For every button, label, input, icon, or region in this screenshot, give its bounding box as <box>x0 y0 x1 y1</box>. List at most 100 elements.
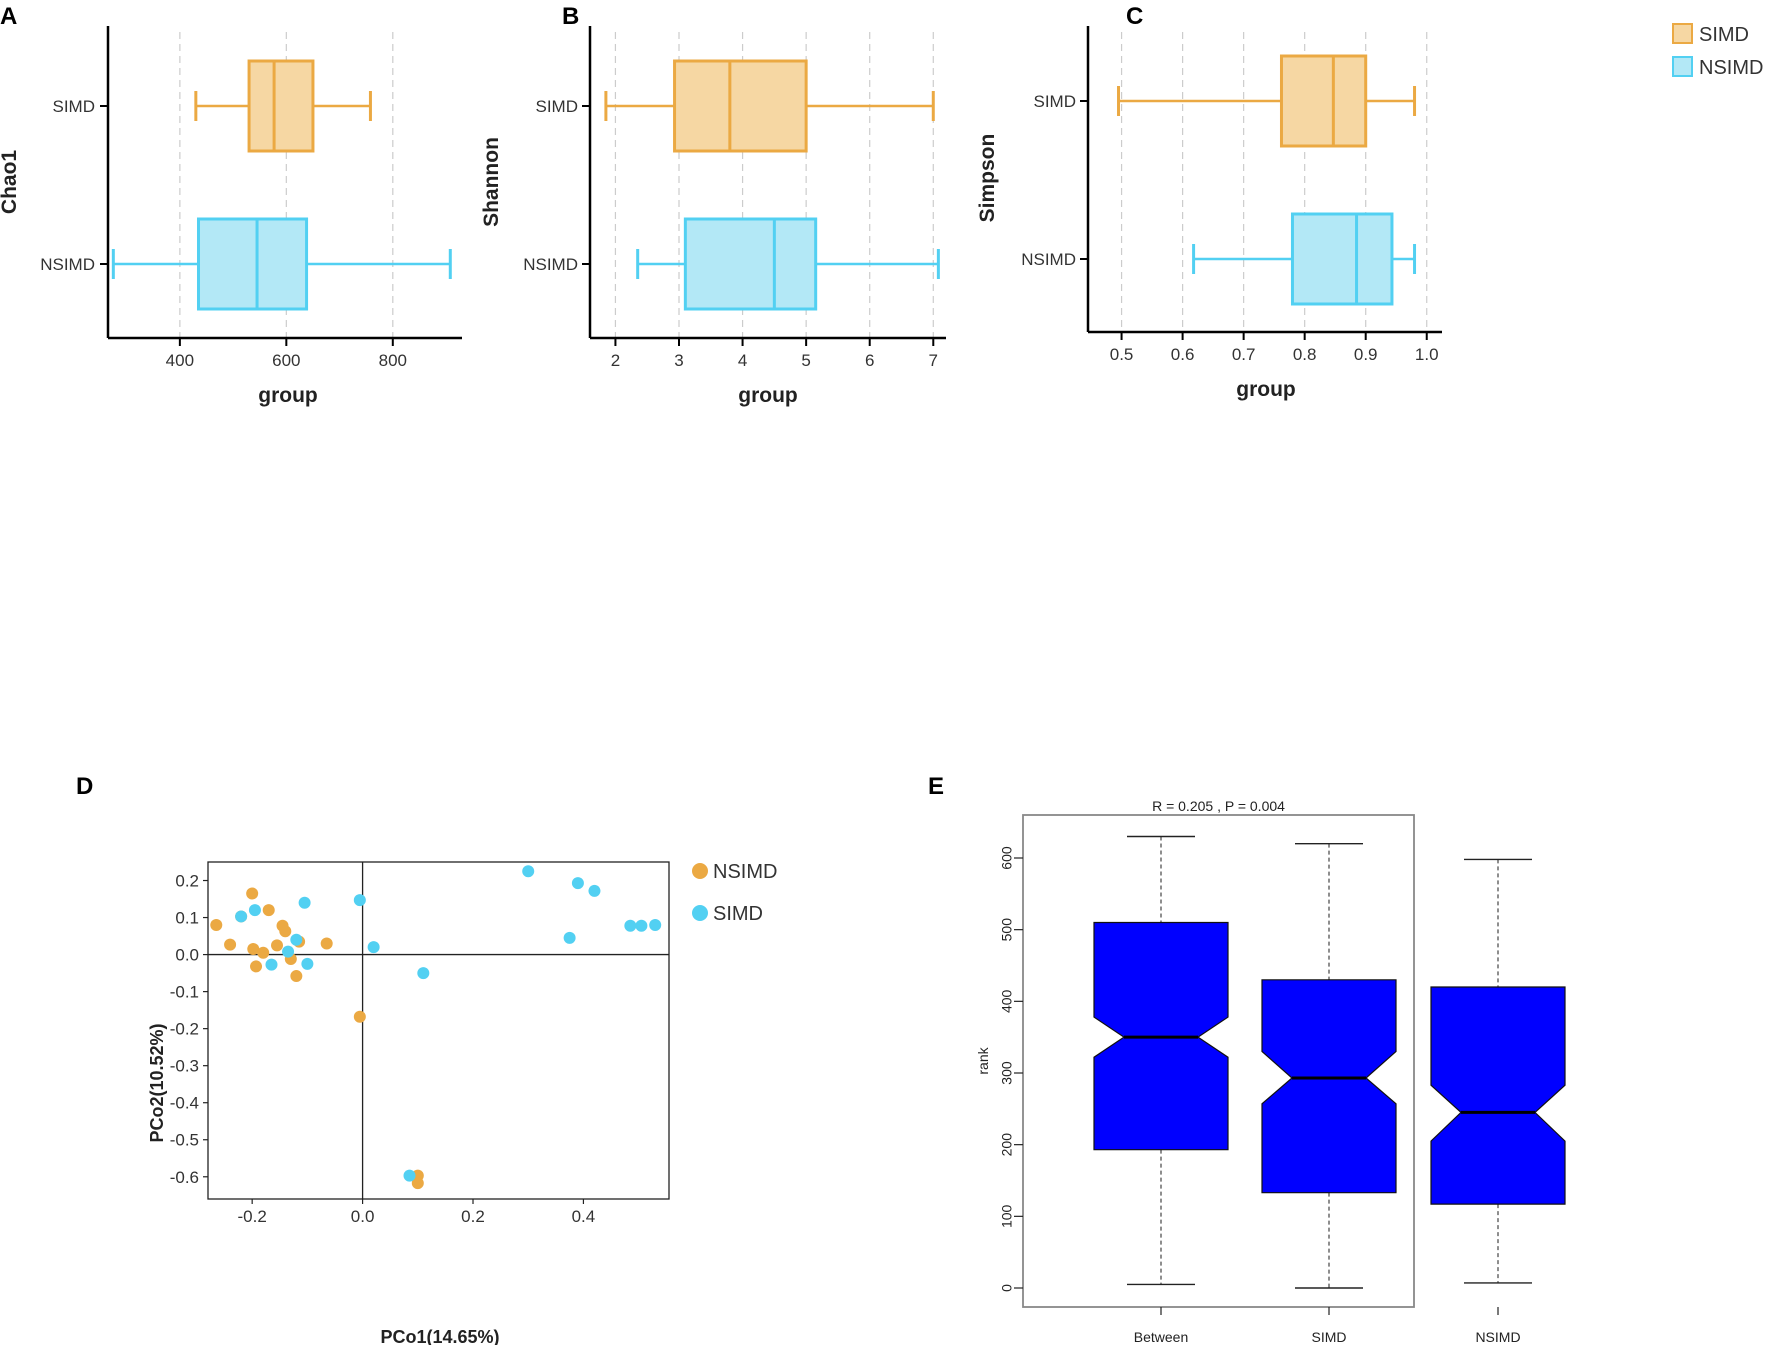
data-point-simd <box>282 945 295 958</box>
data-point-simd <box>417 967 430 980</box>
y-tick-label: -0.5 <box>170 1131 199 1150</box>
data-point-simd <box>301 957 314 970</box>
data-point-simd <box>522 865 535 878</box>
y-tick-label: NSIMD <box>523 255 578 274</box>
x-tick-label: 4 <box>738 351 747 370</box>
plot-frame <box>1022 814 1415 1308</box>
box-iqr <box>196 217 309 311</box>
data-point-simd <box>248 904 261 917</box>
data-point-simd <box>588 884 601 897</box>
plot-frame <box>207 861 670 1200</box>
data-point-nsimd <box>411 1177 424 1190</box>
data-point-nsimd <box>320 937 333 950</box>
notched-box <box>1261 979 1397 1194</box>
chao1-boxplot: 400 600 800 SIMD NSIMD group Chao1 <box>0 26 462 407</box>
x-tick-label: 6 <box>865 351 874 370</box>
box-iqr <box>673 59 808 153</box>
x-tick-label: 800 <box>379 351 407 370</box>
y-tick-label: 500 <box>999 918 1015 942</box>
y-tick-label: 300 <box>999 1061 1015 1085</box>
y-axis-title: Chao1 <box>0 150 21 215</box>
y-tick-label: 0.2 <box>175 872 199 891</box>
simpson-boxplot: 0.5 0.6 0.7 0.8 0.9 1.0 SIMD NSIMD group Simpson <box>976 26 1442 401</box>
x-tick-label: 7 <box>929 351 938 370</box>
data-point-simd <box>265 958 278 971</box>
data-point-nsimd <box>257 946 270 959</box>
x-tick-label: -0.2 <box>238 1207 267 1226</box>
data-point-nsimd <box>224 938 237 951</box>
panel-letter-b: B <box>562 3 579 30</box>
panel-letter-d: D <box>76 773 93 800</box>
anosim-boxplot: R = 0.205 , P = 0.004 0 100 200 300 400 500 600… <box>975 798 1566 1345</box>
x-tick-label: 0.6 <box>1171 345 1195 364</box>
data-point-nsimd <box>262 904 275 917</box>
x-tick-label: 0.4 <box>572 1207 596 1226</box>
panel-letter-c: C <box>1126 3 1143 30</box>
data-point-simd <box>635 919 648 932</box>
legend-label-simd: SIMD <box>713 903 763 925</box>
x-tick-label: 0.8 <box>1293 345 1317 364</box>
y-tick-label: 100 <box>999 1204 1015 1228</box>
legend-swatch-nsimd <box>1672 56 1693 77</box>
data-point-nsimd <box>246 887 259 900</box>
y-tick-label: SIMD <box>53 97 96 116</box>
y-tick-label: 600 <box>999 846 1015 870</box>
y-tick-label: 0.1 <box>175 909 199 928</box>
y-tick-label: NSIMD <box>40 255 95 274</box>
data-point-nsimd <box>247 943 260 956</box>
y-tick-label: -0.1 <box>170 983 199 1002</box>
x-tick-label: 3 <box>674 351 683 370</box>
x-tick-label: 0.2 <box>461 1207 485 1226</box>
data-point-simd <box>353 894 366 907</box>
data-point-simd <box>624 919 637 932</box>
chart-title: R = 0.205 , P = 0.004 <box>1152 798 1285 814</box>
panel-letter-e: E <box>928 773 944 800</box>
box-iqr <box>247 59 315 153</box>
data-point-simd <box>298 896 311 909</box>
x-axis-title: group <box>738 384 797 407</box>
y-tick-label: 400 <box>999 989 1015 1013</box>
panel-letter-a: A <box>0 3 17 30</box>
legend-label-nsimd: NSIMD <box>1699 57 1763 79</box>
x-tick-label: SIMD <box>1312 1329 1347 1345</box>
pcoa-scatter-plot: -0.2 0.0 0.2 0.4 0.2 0.1 0.0 -0.1 -0.2 -0.3 -0.4 -0… <box>147 861 777 1345</box>
y-tick-label: SIMD <box>1034 92 1077 111</box>
y-tick-label: SIMD <box>536 97 579 116</box>
shannon-boxplot: 2 3 4 5 6 7 SIMD NSIMD group Shannon <box>480 26 946 407</box>
x-axis-title: group <box>258 384 317 407</box>
x-tick-label: 0.9 <box>1354 345 1378 364</box>
top-legend: SIMD NSIMD <box>1672 23 1763 79</box>
legend-label-nsimd: NSIMD <box>713 861 777 883</box>
data-point-simd <box>571 877 584 890</box>
box-iqr <box>683 217 818 311</box>
x-tick-label: 2 <box>611 351 620 370</box>
data-point-simd <box>649 918 662 931</box>
x-tick-label: 0.7 <box>1232 345 1256 364</box>
y-tick-label: -0.4 <box>170 1094 199 1113</box>
data-point-simd <box>290 933 303 946</box>
x-tick-label: 1.0 <box>1415 345 1439 364</box>
data-point-nsimd <box>271 939 284 952</box>
x-axis-title: group <box>1236 378 1295 401</box>
y-tick-label: -0.2 <box>170 1020 199 1039</box>
data-point-nsimd <box>353 1010 366 1023</box>
data-point-simd <box>563 931 576 944</box>
x-tick-label: 5 <box>801 351 810 370</box>
x-axis-title: PCo1(14.65%) <box>380 1327 499 1345</box>
y-axis-title: Shannon <box>480 137 503 227</box>
legend-marker-simd <box>692 905 708 921</box>
x-tick-label: 0.5 <box>1110 345 1134 364</box>
x-tick-label: Between <box>1134 1329 1188 1345</box>
y-tick-label: 200 <box>999 1133 1015 1157</box>
y-axis-title: PCo2(10.52%) <box>147 1023 167 1142</box>
data-point-simd <box>235 910 248 923</box>
data-point-simd <box>367 941 380 954</box>
y-axis-title: Simpson <box>976 134 999 223</box>
y-axis-title: rank <box>975 1046 991 1074</box>
notched-box <box>1430 986 1566 1205</box>
y-tick-label: 0 <box>999 1284 1015 1292</box>
box-iqr <box>1290 212 1394 306</box>
x-tick-label: 400 <box>166 351 194 370</box>
legend-swatch-simd <box>1672 23 1693 44</box>
